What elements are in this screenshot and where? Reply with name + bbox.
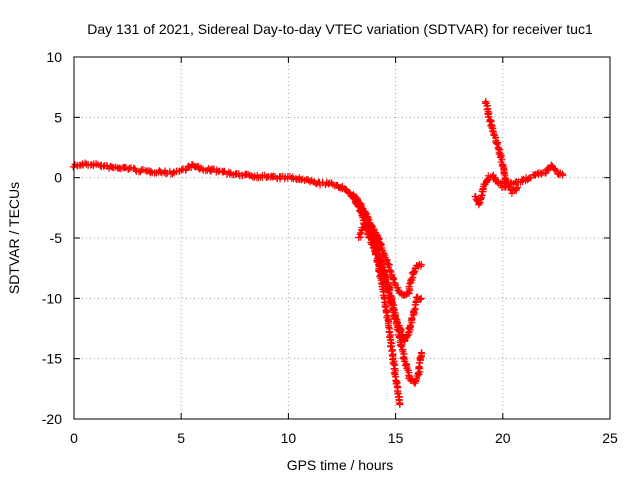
data-point xyxy=(500,170,508,178)
x-tick-label: 25 xyxy=(602,430,618,446)
data-point xyxy=(337,183,345,191)
chart-title: Day 131 of 2021, Sidereal Day-to-day VTE… xyxy=(87,21,593,37)
data-point xyxy=(372,251,380,259)
data-point xyxy=(538,170,546,178)
data-point xyxy=(417,261,425,269)
data-point xyxy=(551,166,559,174)
ticks: 0 5 10 15 20 25 -20 -15 -10 -5 0 5 10 xyxy=(42,49,618,446)
grid xyxy=(74,57,610,419)
data-point xyxy=(559,171,567,179)
data-point xyxy=(386,292,394,300)
data-point xyxy=(244,171,252,179)
y-tick-label: 10 xyxy=(46,49,62,65)
x-tick-label: 10 xyxy=(281,430,297,446)
y-tick-label: 5 xyxy=(54,109,62,125)
data-point xyxy=(485,113,493,121)
series-segment-1 xyxy=(69,159,357,200)
data-point xyxy=(417,294,425,302)
x-tick-label: 0 xyxy=(70,430,78,446)
y-tick-label: -20 xyxy=(42,411,62,427)
data-point xyxy=(112,163,120,171)
x-tick-label: 15 xyxy=(388,430,404,446)
data-point xyxy=(488,124,496,132)
data-point xyxy=(132,166,140,174)
data-point xyxy=(493,140,501,148)
series-segment-8 xyxy=(498,161,567,192)
series-segment-5 xyxy=(355,220,404,409)
data-point xyxy=(157,168,165,176)
data-point xyxy=(476,195,484,203)
data-point xyxy=(417,295,425,303)
data-point xyxy=(410,268,418,276)
y-axis-label: SDTVAR / TECUs xyxy=(6,182,22,294)
y-tick-label: -5 xyxy=(50,230,63,246)
data-point xyxy=(397,343,405,351)
data-point xyxy=(396,401,404,409)
y-tick-label: 0 xyxy=(54,170,62,186)
data-point xyxy=(356,207,364,215)
data-point xyxy=(354,203,362,211)
data-point xyxy=(365,222,373,230)
data-point xyxy=(356,230,364,238)
data-point xyxy=(396,341,404,349)
data-point xyxy=(410,306,418,314)
data-point xyxy=(475,200,483,208)
data-points xyxy=(69,98,567,409)
plot-frame xyxy=(73,56,611,420)
data-point xyxy=(219,168,227,176)
x-tick-label: 5 xyxy=(177,430,185,446)
y-tick-label: -10 xyxy=(42,290,62,306)
data-point xyxy=(375,268,383,276)
data-point xyxy=(479,186,487,194)
y-tick-label: -15 xyxy=(42,351,62,367)
x-axis-label: GPS time / hours xyxy=(287,457,394,473)
series-segment-7 xyxy=(481,98,522,197)
data-point xyxy=(147,168,155,176)
data-point xyxy=(406,286,414,294)
x-tick-label: 20 xyxy=(495,430,511,446)
data-point xyxy=(417,349,425,357)
data-point xyxy=(513,184,521,192)
